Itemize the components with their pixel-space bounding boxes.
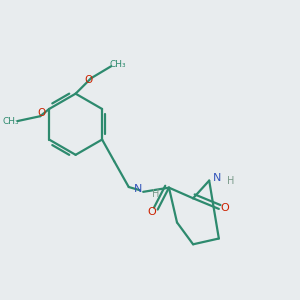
Text: N: N [134,184,142,194]
Text: O: O [38,108,46,118]
Text: O: O [84,75,93,85]
Text: O: O [220,203,229,213]
Text: H: H [227,176,234,186]
Text: CH₃: CH₃ [110,60,126,69]
Text: N: N [212,173,221,183]
Text: CH₃: CH₃ [2,116,19,125]
Text: O: O [148,207,156,217]
Text: H: H [152,189,159,200]
